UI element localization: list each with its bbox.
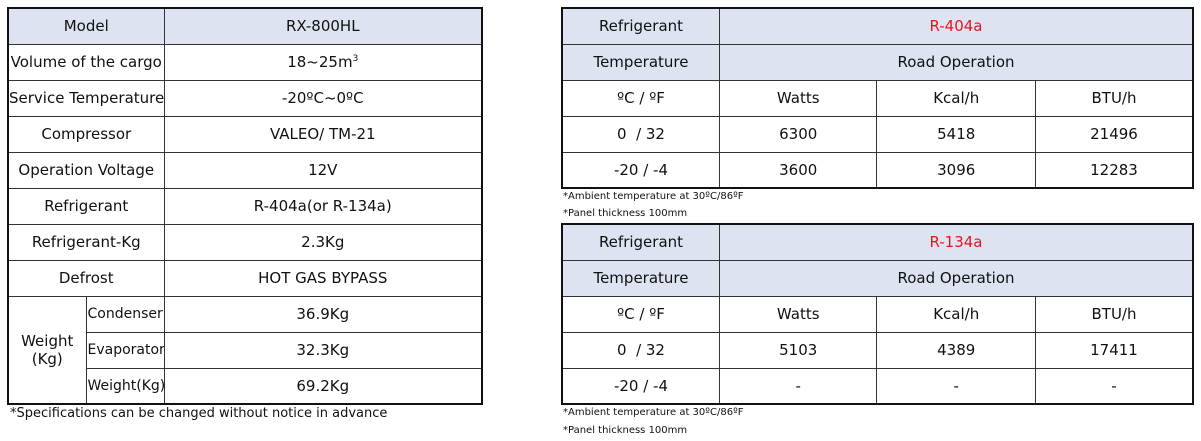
spec-row-refrigerant: Refrigerant R-404a(or R-134a) (7, 187, 483, 225)
refrigerant-value: R-134a (718, 223, 1194, 261)
table-cell: 0 / 32 (561, 331, 720, 369)
spec-value: 2.3Kg (163, 223, 483, 261)
table-cell: 3600 (718, 151, 878, 189)
weight-value: 69.2Kg (163, 367, 483, 405)
weight-sub-label: Weight(Kg) (85, 367, 165, 405)
table-row: -20 / -4 3600 3096 12283 (561, 151, 1194, 189)
table-cell: 6300 (718, 115, 878, 153)
spec-row-voltage: Operation Voltage 12V (7, 151, 483, 189)
spec-table: Model RX-800HL Volume of the cargo 18~25… (7, 7, 484, 405)
table-row: 0 / 32 5103 4389 17411 (561, 331, 1194, 369)
spec-value: -20ºC~0ºC (163, 79, 483, 117)
temperature-label: Temperature (561, 43, 720, 81)
table-cell: 21496 (1034, 115, 1194, 153)
spec-row-evaporator: Evaporator 32.3Kg (8, 331, 483, 369)
performance-table-r404a: Refrigerant R-404a Temperature Road Oper… (561, 7, 1194, 189)
panel-note: *Panel thickness 100mm (563, 425, 688, 436)
spec-label: Operation Voltage (7, 151, 165, 189)
weight-value: 36.9Kg (163, 295, 483, 333)
spec-row-service-temp: Service Temperature -20ºC~0ºC (7, 79, 483, 117)
spec-row-compressor: Compressor VALEO/ TM-21 (7, 115, 483, 153)
table-cell: 12283 (1034, 151, 1194, 189)
spec-label: Refrigerant-Kg (7, 223, 165, 261)
weight-label-line2: (Kg) (31, 349, 63, 368)
perf-row-refrigerant: Refrigerant R-404a (561, 7, 1194, 45)
table-cell: - (876, 367, 1036, 405)
table-cell: 0 / 32 (561, 115, 720, 153)
spec-row-volume: Volume of the cargo 18~25m3 (7, 43, 483, 81)
weight-label-line1: Weight (21, 331, 74, 350)
table-cell: - (1034, 367, 1194, 405)
unit-cell: BTU/h (1034, 295, 1194, 333)
table-row: -20 / -4 - - - (561, 367, 1194, 405)
table-cell: -20 / -4 (561, 151, 720, 189)
operation-label: Road Operation (718, 259, 1194, 297)
panel-note: *Panel thickness 100mm (563, 208, 688, 219)
unit-cell: ºC / ºF (561, 295, 720, 333)
spec-label: Model (7, 7, 165, 45)
spec-value: HOT GAS BYPASS (163, 259, 483, 297)
spec-value: 12V (163, 151, 483, 189)
perf-row-refrigerant: Refrigerant R-134a (561, 223, 1194, 261)
unit-cell: BTU/h (1034, 79, 1194, 117)
spec-value-text: 18~25m (287, 53, 353, 71)
unit-cell: Watts (718, 295, 878, 333)
spec-value: VALEO/ TM-21 (163, 115, 483, 153)
unit-cell: ºC / ºF (561, 79, 720, 117)
spec-row-model: Model RX-800HL (7, 7, 483, 45)
spec-label: Compressor (7, 115, 165, 153)
table-cell: -20 / -4 (561, 367, 720, 405)
table-cell: 4389 (876, 331, 1036, 369)
perf-row-temperature: Temperature Road Operation (561, 259, 1194, 297)
spec-value-sup: 3 (352, 54, 359, 64)
weight-sub-label: Evaporator (85, 331, 165, 369)
spec-row-defrost: Defrost HOT GAS BYPASS (7, 259, 483, 297)
table-cell: 5103 (718, 331, 878, 369)
spec-row-refrigerant-kg: Refrigerant-Kg 2.3Kg (7, 223, 483, 261)
spec-value: R-404a(or R-134a) (163, 187, 483, 225)
spec-label: Defrost (7, 259, 165, 297)
perf-row-units: ºC / ºF Watts Kcal/h BTU/h (561, 295, 1194, 333)
perf-row-temperature: Temperature Road Operation (561, 43, 1194, 81)
weight-value: 32.3Kg (163, 331, 483, 369)
spec-row-total-weight: Weight(Kg) 69.2Kg (8, 367, 483, 405)
ambient-note: *Ambient temperature at 30ºC/86ºF (563, 407, 744, 418)
spec-value: 18~25m3 (163, 43, 483, 81)
refrigerant-label: Refrigerant (561, 223, 720, 261)
weight-sub-label: Condenser (85, 295, 165, 333)
temperature-label: Temperature (561, 259, 720, 297)
refrigerant-label: Refrigerant (561, 7, 720, 45)
operation-label: Road Operation (718, 43, 1194, 81)
unit-cell: Kcal/h (876, 295, 1036, 333)
table-cell: 3096 (876, 151, 1036, 189)
spec-row-condenser: Weight (Kg) Condenser 36.9Kg (7, 295, 483, 405)
table-cell: 17411 (1034, 331, 1194, 369)
weight-group-label: Weight (Kg) (7, 295, 87, 405)
spec-label: Volume of the cargo (7, 43, 165, 81)
performance-table-r134a: Refrigerant R-134a Temperature Road Oper… (561, 223, 1194, 405)
spec-value: RX-800HL (163, 7, 483, 45)
table-row: 0 / 32 6300 5418 21496 (561, 115, 1194, 153)
unit-cell: Kcal/h (876, 79, 1036, 117)
table-cell: - (718, 367, 878, 405)
refrigerant-value: R-404a (718, 7, 1194, 45)
spec-label: Refrigerant (7, 187, 165, 225)
table-cell: 5418 (876, 115, 1036, 153)
ambient-note: *Ambient temperature at 30ºC/86ºF (563, 191, 744, 202)
unit-cell: Watts (718, 79, 878, 117)
spec-label: Service Temperature (7, 79, 165, 117)
spec-footnote: *Specifications can be changed without n… (10, 406, 388, 421)
perf-row-units: ºC / ºF Watts Kcal/h BTU/h (561, 79, 1194, 117)
